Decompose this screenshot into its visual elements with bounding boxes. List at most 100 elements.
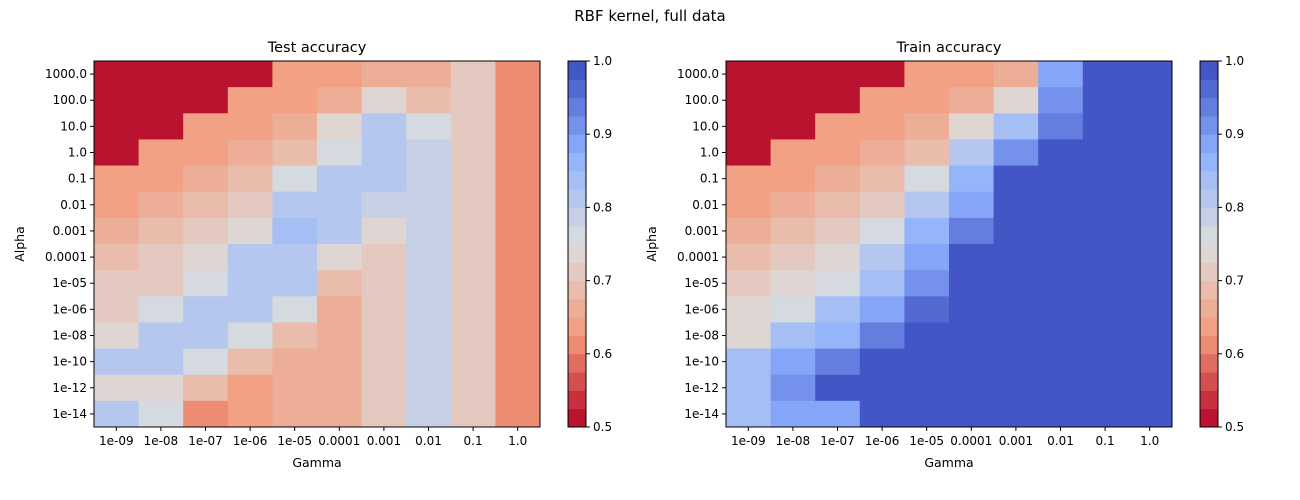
heatmap-cell (1127, 374, 1173, 402)
heatmap-cell (859, 217, 905, 245)
colorbar-segment (568, 244, 586, 263)
y-axis-label: Alpha (12, 226, 27, 262)
colorbar-segment (568, 298, 586, 318)
heatmap-cell (1127, 139, 1173, 167)
heatmap-cell (138, 270, 184, 297)
y-tick-label: 1e-14 (52, 407, 87, 421)
colorbar-segment (568, 97, 586, 117)
heatmap-cell (495, 270, 541, 297)
colorbar-tick-label: 0.7 (1225, 274, 1244, 288)
heatmap-cell (1082, 244, 1128, 271)
colorbar-segment (568, 152, 586, 172)
heatmap-cell (94, 165, 140, 193)
heatmap-cell (361, 400, 407, 428)
colorbar-segment (1200, 61, 1218, 80)
heatmap-cell (993, 244, 1039, 271)
y-tick-label: 1e-14 (684, 407, 719, 421)
x-tick-label: 1e-08 (776, 434, 811, 448)
heatmap-cell (949, 87, 995, 114)
colorbar-segment (568, 335, 586, 355)
heatmap-cell (183, 87, 229, 114)
heatmap-cell (138, 87, 184, 114)
heatmap-cell (317, 296, 363, 323)
heatmap-cell (770, 87, 816, 114)
heatmap-cell (361, 87, 407, 114)
heatmap-cell (317, 400, 363, 428)
colorbar-tick-label: 0.6 (593, 347, 612, 361)
heatmap-cell (1038, 270, 1084, 297)
x-tick-label: 0.01 (1047, 434, 1074, 448)
heatmap-cell (859, 113, 905, 140)
x-axis-label: Gamma (924, 455, 973, 470)
heatmap-cell (361, 322, 407, 350)
heatmap-cell (495, 244, 541, 271)
y-tick-label: 0.001 (53, 224, 87, 238)
x-tick-label: 1e-05 (909, 434, 944, 448)
heatmap-cell (227, 113, 273, 140)
heatmap-cell (138, 296, 184, 323)
heatmap-cell (993, 348, 1039, 376)
heatmap-cell (1082, 191, 1128, 219)
heatmap-cell (317, 374, 363, 402)
heatmap-cell (993, 191, 1039, 219)
x-tick-label: 0.001 (367, 434, 401, 448)
heatmap-cell (495, 113, 541, 140)
colorbar-segment (1200, 170, 1218, 190)
heatmap-cell (227, 400, 273, 428)
heatmap-cell (450, 348, 496, 376)
colorbar-segment (1200, 390, 1218, 410)
heatmap-panel-1: Test accuracy 1e-09 1e-08 1e-07 1e-06 1e-05 0.… (12, 40, 612, 470)
heatmap-cell (1127, 165, 1173, 193)
heatmap-cell (317, 322, 363, 350)
colorbar-tick-label: 0.8 (593, 200, 612, 214)
heatmap-cell (1038, 296, 1084, 323)
heatmap-cell (904, 217, 950, 245)
heatmap-cell (183, 296, 229, 323)
heatmap-cell (815, 61, 861, 88)
heatmap-cell (317, 217, 363, 245)
y-tick-label: 0.1 (700, 172, 719, 186)
heatmap-cell (138, 348, 184, 376)
heatmap-cell (138, 322, 184, 350)
y-tick-label: 0.1 (68, 172, 87, 186)
figure-title: RBF kernel, full data (574, 7, 726, 25)
heatmap-cell (949, 348, 995, 376)
heatmap-cell (272, 87, 318, 114)
heatmap-cell (317, 87, 363, 114)
y-axis-label: Alpha (644, 226, 659, 262)
x-tick-label: 1e-09 (731, 434, 766, 448)
heatmap-cell (1038, 61, 1084, 88)
heatmap-cell (1082, 348, 1128, 376)
heatmap-cell (815, 217, 861, 245)
heatmap-cell (1127, 296, 1173, 323)
heatmap-cell (495, 296, 541, 323)
y-tick-label: 1e-12 (52, 381, 87, 395)
heatmap-cell (815, 348, 861, 376)
heatmap-cell (1127, 400, 1173, 428)
heatmap-cell (183, 217, 229, 245)
colorbar-segment (1200, 225, 1218, 245)
heatmap-cell (406, 87, 452, 114)
heatmap-cell (1082, 296, 1128, 323)
heatmap-cell (361, 165, 407, 193)
heatmap-cell (949, 191, 995, 219)
x-tick-label: 1e-05 (277, 434, 312, 448)
y-tick-label: 1e-12 (684, 381, 719, 395)
heatmap-cell (361, 244, 407, 271)
heatmap-cell (272, 139, 318, 167)
colorbar-tick-label: 0.5 (593, 420, 612, 434)
heatmap-cell (815, 400, 861, 428)
panel-title: Test accuracy (267, 40, 367, 56)
heatmap-cell (138, 400, 184, 428)
heatmap-cell (94, 296, 140, 323)
heatmap-cell (227, 139, 273, 167)
heatmap-cell (726, 270, 772, 297)
heatmap-cell (949, 400, 995, 428)
heatmap-cell (450, 322, 496, 350)
heatmap-cell (406, 217, 452, 245)
y-tick-label: 1e-10 (52, 355, 87, 369)
heatmap-cell (904, 322, 950, 350)
heatmap-cell (227, 87, 273, 114)
colorbar-tick-label: 0.8 (1225, 200, 1244, 214)
colorbar-segment (568, 408, 586, 428)
